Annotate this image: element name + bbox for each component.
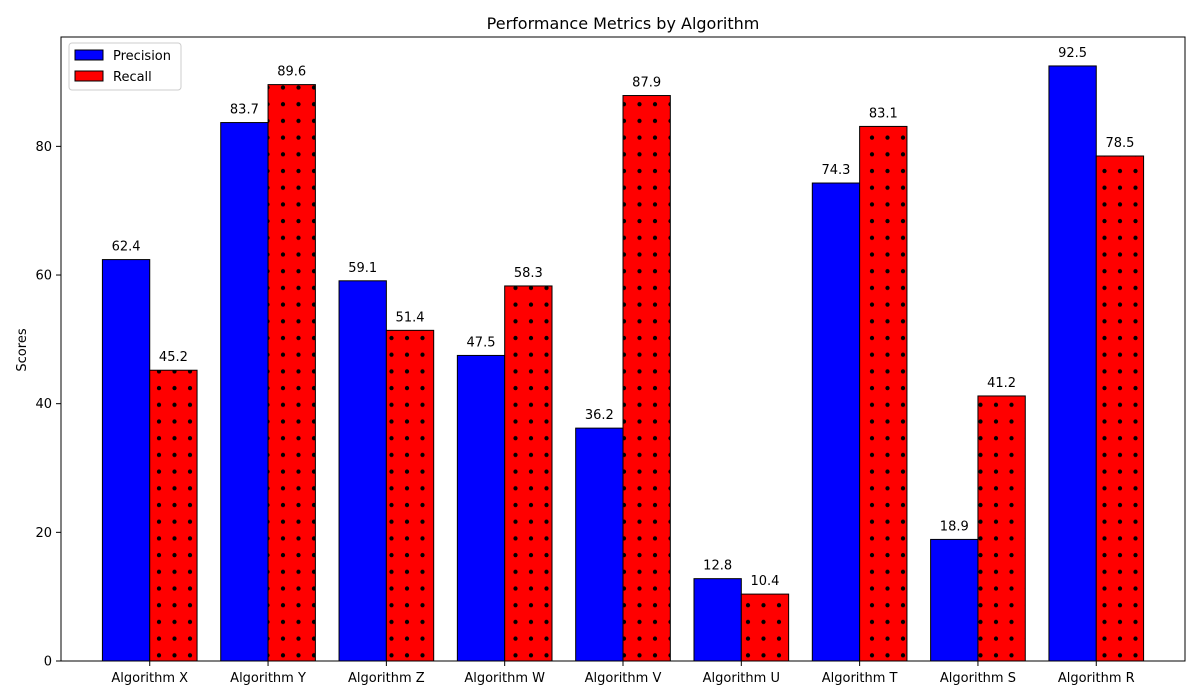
bar-precision <box>456 354 506 662</box>
y-tick-label: 0 <box>44 655 52 670</box>
data-label: 89.6 <box>277 65 306 80</box>
bar-precision <box>575 427 624 662</box>
x-tick-label: Algorithm V <box>585 671 662 686</box>
bar-recall <box>622 95 671 662</box>
data-label: 36.2 <box>585 408 614 423</box>
y-tick-label: 40 <box>35 397 52 412</box>
data-label: 10.4 <box>751 574 780 589</box>
legend-swatch-precision <box>74 49 104 61</box>
data-label: 74.3 <box>821 163 850 178</box>
bar-precision <box>1048 65 1097 662</box>
x-tick-label: Algorithm Y <box>230 671 306 686</box>
data-label: 83.1 <box>869 106 898 121</box>
data-label: 59.1 <box>348 261 377 276</box>
data-label: 45.2 <box>159 350 188 365</box>
legend-swatch-recall <box>74 70 104 82</box>
bar-precision <box>930 538 979 662</box>
legend-label-recall: Recall <box>113 70 152 85</box>
bar-recall <box>267 84 316 662</box>
bar-recall <box>859 125 908 662</box>
data-label: 83.7 <box>230 103 259 118</box>
bar-recall <box>385 329 435 662</box>
y-tick-label: 20 <box>35 526 52 541</box>
y-tick-label: 80 <box>35 140 52 155</box>
bar-precision <box>693 578 742 662</box>
x-tick-label: Algorithm W <box>464 671 545 686</box>
plot-frame <box>60 36 1186 662</box>
chart-title: Performance Metrics by Algorithm <box>487 14 760 33</box>
x-tick-label: Algorithm R <box>1058 671 1135 686</box>
x-tick-label: Algorithm T <box>822 671 898 686</box>
bar-precision <box>220 122 269 662</box>
x-tick-label: Algorithm Z <box>348 671 425 686</box>
bar-precision <box>811 182 861 662</box>
legend: Precision Recall <box>68 42 182 91</box>
data-label: 47.5 <box>467 335 496 350</box>
y-axis-label: Scores <box>15 328 30 371</box>
data-label: 92.5 <box>1058 46 1087 61</box>
y-tick-label: 60 <box>35 269 52 284</box>
bar-recall <box>977 395 1026 662</box>
bar-precision <box>338 280 387 662</box>
data-label: 87.9 <box>632 76 661 91</box>
data-label: 51.4 <box>396 310 425 325</box>
bar-recall <box>740 593 790 662</box>
legend-label-precision: Precision <box>113 49 171 64</box>
bar-precision <box>101 259 151 662</box>
data-label: 62.4 <box>112 240 141 255</box>
data-label: 12.8 <box>703 559 732 574</box>
x-tick-label: Algorithm U <box>703 671 780 686</box>
data-label: 78.5 <box>1105 136 1134 151</box>
data-label: 58.3 <box>514 266 543 281</box>
bar-recall <box>1095 155 1145 662</box>
x-tick-label: Algorithm X <box>111 671 188 686</box>
bar-recall <box>149 369 198 662</box>
data-label: 18.9 <box>940 519 969 534</box>
bar-recall <box>504 285 553 662</box>
x-tick-label: Algorithm S <box>940 671 1016 686</box>
data-label: 41.2 <box>987 376 1016 391</box>
plot-area: 0 20 40 60 80 Algorithm X 62.4 45.2 Algorithm Y 8… <box>35 46 1145 686</box>
